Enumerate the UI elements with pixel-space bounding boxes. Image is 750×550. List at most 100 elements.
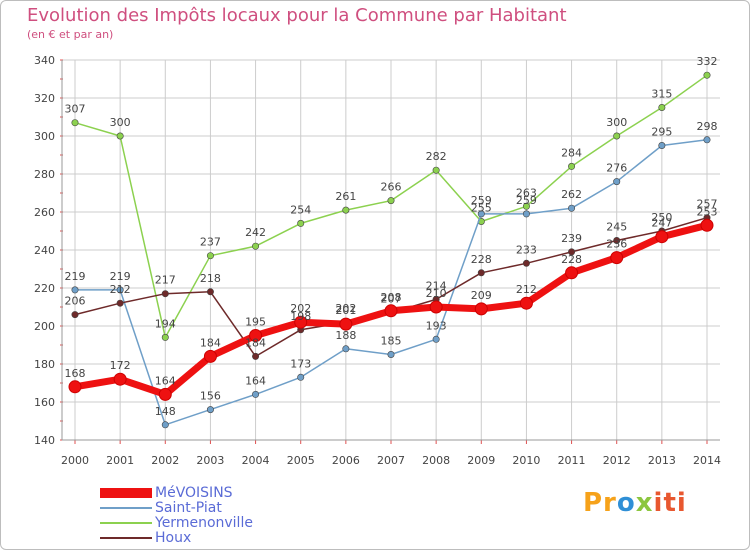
- brand-logo-part: iti: [653, 488, 687, 518]
- data-label: 201: [335, 304, 356, 317]
- data-label: 250: [651, 211, 672, 224]
- x-tick-label: 2014: [693, 454, 721, 467]
- series-point: [703, 71, 711, 79]
- legend-swatch-mevoisins: [100, 488, 152, 498]
- data-label: 253: [697, 205, 718, 218]
- data-label: 173: [290, 357, 311, 370]
- legend-item-houx: Houx: [100, 530, 300, 546]
- data-label: 209: [471, 289, 492, 302]
- series-point: [658, 104, 666, 112]
- data-label: 202: [335, 302, 356, 315]
- y-tick-label: 160: [34, 396, 55, 409]
- series-point: [432, 166, 440, 174]
- series-point: [565, 266, 579, 280]
- y-tick-label: 320: [34, 92, 55, 105]
- data-label: 284: [561, 146, 582, 159]
- data-label: 208: [381, 291, 402, 304]
- series-point: [522, 202, 530, 210]
- y-tick-label: 340: [34, 54, 55, 67]
- series-point: [613, 237, 621, 245]
- data-label: 255: [471, 202, 492, 215]
- data-label: 236: [606, 238, 627, 251]
- legend-swatch-saint-piat: [100, 507, 152, 509]
- series-point: [477, 269, 485, 277]
- data-label: 257: [697, 198, 718, 211]
- brand-logo: Proxiti: [583, 488, 687, 518]
- series-point: [71, 286, 79, 294]
- legend-label-mevoisins: MéVOISINS: [155, 485, 233, 501]
- y-tick-label: 140: [34, 434, 55, 447]
- data-label: 218: [200, 272, 221, 285]
- data-label: 210: [426, 287, 447, 300]
- legend-label-houx: Houx: [155, 530, 192, 546]
- data-label: 195: [245, 316, 266, 329]
- data-label: 259: [516, 194, 537, 207]
- data-label: 214: [426, 279, 447, 292]
- x-tick-label: 2000: [61, 454, 89, 467]
- series-point: [519, 296, 533, 310]
- data-label: 315: [651, 88, 672, 101]
- data-label: 184: [245, 336, 266, 349]
- data-label: 156: [200, 390, 221, 403]
- data-label: 219: [110, 270, 131, 283]
- data-label: 164: [245, 374, 266, 387]
- data-label: 237: [200, 236, 221, 249]
- data-label: 194: [155, 317, 176, 330]
- series-point: [568, 162, 576, 170]
- series-point: [252, 242, 260, 250]
- data-label: 212: [110, 283, 131, 296]
- x-tick-label: 2010: [512, 454, 540, 467]
- data-label: 332: [697, 55, 718, 68]
- series-point: [613, 178, 621, 186]
- data-label: 300: [606, 116, 627, 129]
- data-label: 298: [697, 120, 718, 133]
- data-label: 245: [606, 221, 627, 234]
- data-label: 228: [471, 253, 492, 266]
- chart-subtitle: (en € et par an): [27, 28, 114, 41]
- y-tick-label: 260: [34, 206, 55, 219]
- data-label: 228: [561, 253, 582, 266]
- series-point: [297, 219, 305, 227]
- data-label: 148: [155, 405, 176, 418]
- series-point: [206, 252, 214, 260]
- x-tick-label: 2003: [196, 454, 224, 467]
- data-label: 254: [290, 203, 311, 216]
- series-point: [206, 288, 214, 296]
- series-point: [71, 311, 79, 319]
- chart-title: Evolution des Impôts locaux pour la Comm…: [27, 5, 567, 26]
- data-label: 188: [335, 329, 356, 342]
- data-label: 295: [651, 126, 672, 139]
- data-label: 184: [200, 336, 221, 349]
- x-tick-label: 2004: [242, 454, 270, 467]
- series-point: [522, 210, 530, 218]
- data-label: 259: [471, 194, 492, 207]
- data-label: 262: [561, 188, 582, 201]
- series-point: [161, 333, 169, 341]
- series-point: [387, 350, 395, 358]
- x-tick-label: 2013: [648, 454, 676, 467]
- legend-item-yermenonville: Yermenonville: [100, 515, 300, 531]
- legend-label-saint-piat: Saint-Piat: [155, 500, 222, 516]
- series-point: [522, 259, 530, 267]
- x-tick-label: 2005: [287, 454, 315, 467]
- data-label: 217: [155, 274, 176, 287]
- data-label: 207: [381, 293, 402, 306]
- brand-logo-part: Pr: [583, 488, 617, 518]
- series-point: [568, 248, 576, 256]
- series-point: [342, 345, 350, 353]
- legend-label-yermenonville: Yermenonville: [155, 515, 253, 531]
- series-point: [71, 119, 79, 127]
- series-point: [206, 406, 214, 414]
- y-tick-label: 200: [34, 320, 55, 333]
- data-label: 276: [606, 162, 627, 175]
- brand-logo-part: o: [616, 488, 636, 518]
- series-point: [432, 335, 440, 343]
- series-point: [297, 373, 305, 381]
- series-point: [161, 290, 169, 298]
- data-label: 247: [651, 217, 672, 230]
- series-point: [339, 317, 353, 331]
- y-tick-label: 300: [34, 130, 55, 143]
- series-point: [249, 329, 263, 342]
- data-label: 266: [381, 181, 402, 194]
